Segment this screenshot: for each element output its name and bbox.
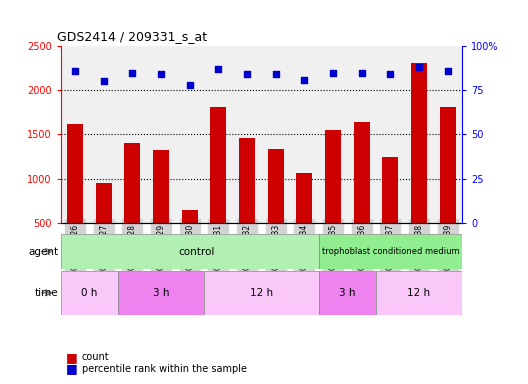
Text: 3 h: 3 h: [153, 288, 169, 298]
Text: 3 h: 3 h: [339, 288, 355, 298]
Bar: [153, 150, 169, 267]
Bar: [96, 183, 111, 267]
Point: [243, 71, 251, 78]
Text: 12 h: 12 h: [408, 288, 430, 298]
Text: agent: agent: [28, 247, 58, 257]
Text: control: control: [178, 247, 215, 257]
Text: percentile rank within the sample: percentile rank within the sample: [82, 364, 247, 374]
Bar: [319, 271, 376, 315]
Bar: [382, 157, 398, 267]
Bar: [376, 271, 462, 315]
Point: [329, 70, 337, 76]
Point: [271, 71, 280, 78]
Point: [185, 82, 194, 88]
Text: 0 h: 0 h: [81, 288, 98, 298]
Bar: [204, 271, 319, 315]
Bar: [268, 149, 284, 267]
Point: [71, 68, 79, 74]
Point: [300, 76, 308, 83]
Bar: [61, 271, 118, 315]
Point: [386, 71, 394, 78]
Bar: [325, 129, 341, 267]
Point: [214, 66, 223, 72]
Bar: [67, 124, 83, 267]
Bar: [118, 271, 204, 315]
Point: [415, 64, 423, 70]
Point: [128, 70, 137, 76]
Bar: [354, 122, 370, 267]
Bar: [182, 210, 197, 267]
Text: count: count: [82, 352, 109, 362]
Text: ■: ■: [66, 362, 78, 375]
Bar: [297, 173, 312, 267]
Point: [99, 78, 108, 84]
Text: trophoblast conditioned medium: trophoblast conditioned medium: [322, 247, 459, 256]
Bar: [125, 143, 140, 267]
Point: [444, 68, 452, 74]
Bar: [239, 138, 255, 267]
Bar: [411, 63, 427, 267]
Point: [157, 71, 165, 78]
Bar: [211, 107, 226, 267]
Text: GDS2414 / 209331_s_at: GDS2414 / 209331_s_at: [56, 30, 207, 43]
Bar: [440, 107, 456, 267]
Text: ■: ■: [66, 351, 78, 364]
Text: time: time: [34, 288, 58, 298]
Bar: [61, 234, 319, 269]
Point: [357, 70, 366, 76]
Bar: [319, 234, 462, 269]
Text: 12 h: 12 h: [250, 288, 273, 298]
